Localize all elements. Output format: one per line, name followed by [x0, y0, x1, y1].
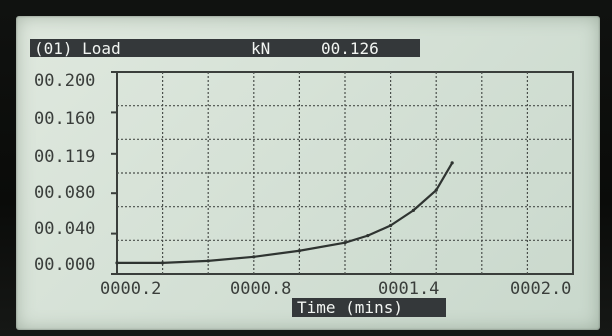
series-point — [389, 223, 393, 228]
y-tick-label: 00.119 — [34, 147, 95, 167]
y-tick-label: 00.000 — [34, 255, 95, 275]
series-point — [343, 241, 347, 245]
x-tick-label: 0000.8 — [230, 279, 291, 299]
series-line — [117, 162, 454, 264]
header-bar — [30, 39, 420, 57]
unit-label: kN — [251, 39, 270, 58]
series-point — [434, 188, 438, 192]
x-tick-label: 0000.2 — [100, 279, 161, 299]
series-point — [450, 161, 454, 165]
series-group — [115, 161, 454, 265]
grid-lines — [117, 72, 573, 274]
y-axis-ticks: 00.000 00.040 00.080 00.119 00.160 00.200 — [34, 71, 117, 275]
y-tick-label: 00.040 — [34, 219, 95, 239]
x-axis-title: Time (mins) — [297, 298, 403, 317]
series-point — [161, 261, 165, 265]
series-point — [115, 261, 119, 265]
x-tick-label: 0002.0 — [510, 279, 571, 299]
x-axis-title-bar — [292, 298, 446, 317]
lcd-screen: (01) Load kN 00.126 00.000 00.040 00.080 00… — [16, 16, 600, 330]
y-tick-label: 00.080 — [34, 183, 95, 203]
live-value: 00.126 — [321, 39, 379, 58]
channel-label: (01) Load — [34, 39, 121, 58]
series-point — [252, 255, 256, 259]
series-point — [297, 249, 301, 253]
series-point — [206, 259, 210, 263]
y-tick-label: 00.200 — [34, 71, 95, 91]
series-point — [366, 234, 370, 238]
y-tick-label: 00.160 — [34, 109, 95, 129]
x-tick-label: 0001.4 — [378, 279, 439, 299]
series-point — [411, 208, 415, 212]
x-axis-ticks: 0000.2 0000.8 0001.4 0002.0 — [100, 279, 571, 299]
load-time-chart: (01) Load kN 00.126 00.00000.04000.08000… — [30, 39, 574, 317]
